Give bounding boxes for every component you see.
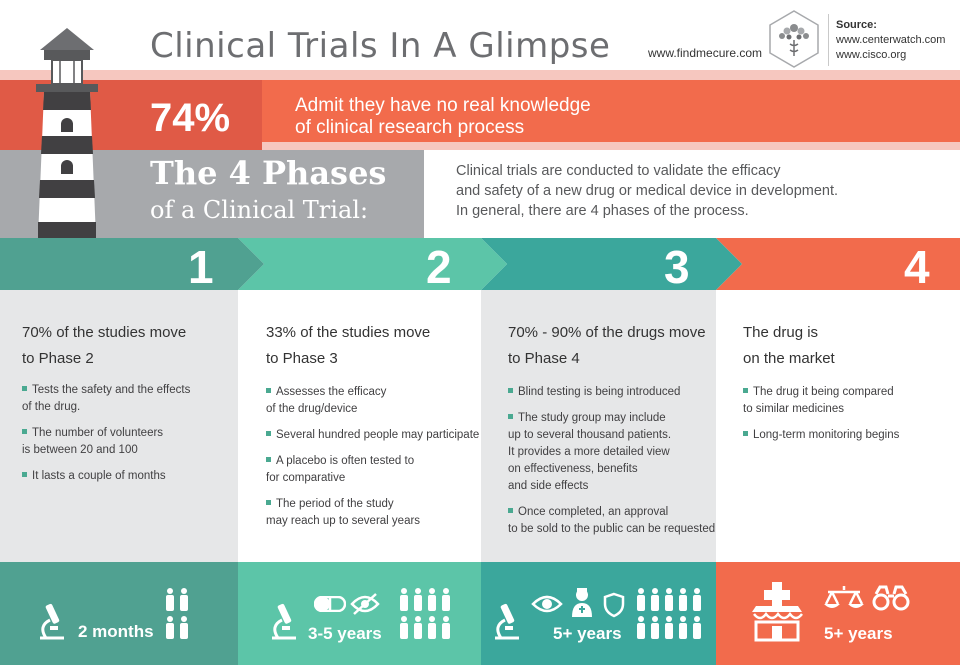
people-icon xyxy=(637,588,701,639)
intro-line: Clinical trials are conducted to validat… xyxy=(456,163,781,179)
phase-arrow-3 xyxy=(481,238,742,290)
heading-line: to Phase 3 xyxy=(266,350,338,367)
phase-number-1: 1 xyxy=(188,241,214,293)
bullet-item: The study group may include up to several… xyxy=(508,412,672,492)
shield-icon xyxy=(603,592,625,618)
phase-2-footer: 3-5 years xyxy=(238,562,481,665)
phase-1-heading: 70% of the studies move to Phase 2 xyxy=(22,320,237,372)
bullet-square-icon xyxy=(22,429,27,435)
bullet-square-icon xyxy=(266,431,271,437)
source-label: Source: xyxy=(836,19,877,31)
pharmacy-store-icon xyxy=(752,582,803,642)
people-icon xyxy=(166,588,188,639)
phase-2-bullets: Assesses the efficacy of the drug/device … xyxy=(266,384,486,539)
phase-3-bullets: Blind testing is being introduced The st… xyxy=(508,384,728,547)
bullet-item: Several hundred people may participate xyxy=(266,427,486,444)
balance-scale-icon xyxy=(824,586,864,608)
bullet-item: The period of the study may reach up to s… xyxy=(266,498,421,527)
phase-4-footer: 5+ years xyxy=(716,562,960,665)
phase-3-column: 70% - 90% of the drugs move to Phase 4 B… xyxy=(481,290,716,562)
bullet-square-icon xyxy=(22,472,27,478)
phase-4-bullets: The drug it being compared to similar med… xyxy=(743,384,960,453)
phases-title: The 4 Phases xyxy=(150,154,387,192)
phase-3-duration: 5+ years xyxy=(553,624,622,643)
phase-1-footer: 2 months xyxy=(0,562,238,665)
phase-1-column: 70% of the studies move to Phase 2 Tests… xyxy=(0,290,238,562)
bullet-square-icon xyxy=(266,457,271,463)
phase-3-heading: 70% - 90% of the drugs move to Phase 4 xyxy=(508,320,723,372)
bullet-square-icon xyxy=(22,386,27,392)
bullet-item: A placebo is often tested to for comparat… xyxy=(266,455,415,484)
phase-3-footer: 5+ years xyxy=(481,562,716,665)
phase-number-4: 4 xyxy=(904,241,930,293)
binoculars-icon xyxy=(872,585,910,611)
phase-arrow-4 xyxy=(716,238,960,290)
eye-icon xyxy=(531,595,563,613)
bullet-square-icon xyxy=(743,431,748,437)
bullet-item: Tests the safety and the effects of the d… xyxy=(22,384,191,413)
phase-4-heading: The drug is on the market xyxy=(743,320,958,372)
doctor-icon xyxy=(572,588,592,617)
heading-line: 33% of the studies move xyxy=(266,324,431,341)
page-title: Clinical Trials In A Glimpse xyxy=(150,26,611,66)
phase-arrow-1 xyxy=(0,238,264,290)
phase-4-column: The drug is on the market The drug it be… xyxy=(716,290,960,562)
phase-2-duration: 3-5 years xyxy=(308,624,382,643)
bullet-item: Once completed, an approval to be sold to… xyxy=(508,506,716,535)
phases-subtitle: of a Clinical Trial: xyxy=(150,196,369,224)
bullet-square-icon xyxy=(743,388,748,394)
phase-1-duration: 2 months xyxy=(78,622,154,641)
stat-text-line: of clinical research process xyxy=(295,117,525,138)
phase-2-column: 33% of the studies move to Phase 3 Asses… xyxy=(238,290,481,562)
heading-line: to Phase 2 xyxy=(22,350,94,367)
bullet-item: The drug it being compared to similar med… xyxy=(743,386,894,415)
phase-arrows xyxy=(0,238,960,290)
sources: Source: www.centerwatch.com www.cisco.or… xyxy=(836,18,945,63)
heading-line: The drug is xyxy=(743,324,819,341)
people-icon xyxy=(400,588,450,639)
source-link[interactable]: www.centerwatch.com xyxy=(836,34,946,46)
intro-line: and safety of a new drug or medical devi… xyxy=(456,183,839,199)
microscope-icon xyxy=(40,603,64,640)
stat-text-line: Admit they have no real knowledge xyxy=(295,95,591,116)
source-divider xyxy=(828,14,829,66)
stat-description: Admit they have no real knowledge of cli… xyxy=(295,95,591,139)
heading-line: 70% - 90% of the drugs move xyxy=(508,324,706,341)
lighthouse-icon xyxy=(36,28,98,238)
tree-dna-logo-icon xyxy=(769,10,819,68)
microscope-icon xyxy=(495,603,519,640)
stat-percentage: 74% xyxy=(150,96,231,140)
source-link[interactable]: www.cisco.org xyxy=(836,49,907,61)
phase-arrow-2 xyxy=(238,238,507,290)
heading-line: 70% of the studies move xyxy=(22,324,187,341)
bullet-square-icon xyxy=(508,388,513,394)
bullet-item: Long-term monitoring begins xyxy=(743,427,960,444)
phases-intro: Clinical trials are conducted to validat… xyxy=(456,161,886,221)
heading-line: on the market xyxy=(743,350,835,367)
bullet-square-icon xyxy=(508,414,513,420)
pill-icon xyxy=(314,596,346,612)
banner-orange-band xyxy=(262,80,960,142)
phase-number-2: 2 xyxy=(426,241,452,293)
intro-line: In general, there are 4 phases of the pr… xyxy=(456,203,749,219)
intro-block xyxy=(424,150,960,238)
phase-2-heading: 33% of the studies move to Phase 3 xyxy=(266,320,481,372)
phase-number-3: 3 xyxy=(664,241,690,293)
phase-4-duration: 5+ years xyxy=(824,624,893,643)
bullet-item: The number of volunteers is between 20 an… xyxy=(22,427,164,456)
bullet-square-icon xyxy=(266,500,271,506)
blind-eye-icon xyxy=(350,593,380,615)
website-link[interactable]: www.findmecure.com xyxy=(648,46,763,60)
bullet-square-icon xyxy=(508,508,513,514)
bullet-item: Assesses the efficacy of the drug/device xyxy=(266,386,387,415)
microscope-icon xyxy=(272,603,296,640)
bullet-square-icon xyxy=(266,388,271,394)
phase-1-bullets: Tests the safety and the effects of the d… xyxy=(22,382,242,494)
bullet-item: Blind testing is being introduced xyxy=(508,384,728,401)
bullet-item: It lasts a couple of months xyxy=(22,468,242,485)
heading-line: to Phase 4 xyxy=(508,350,580,367)
